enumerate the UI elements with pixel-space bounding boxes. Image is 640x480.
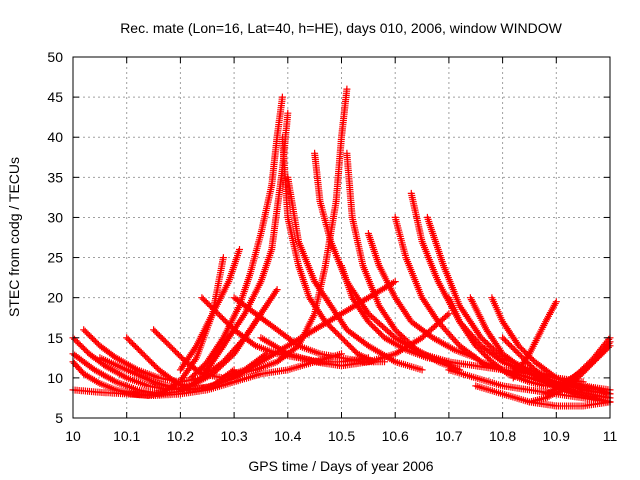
- y-tick-label: 10: [47, 370, 63, 386]
- series-34: [445, 366, 614, 406]
- y-tick-label: 40: [47, 129, 63, 145]
- x-tick-label: 10.2: [167, 428, 194, 444]
- x-tick-label: 10.1: [113, 428, 140, 444]
- y-tick-label: 25: [47, 250, 63, 266]
- y-tick-label: 30: [47, 209, 63, 225]
- series-24: [257, 310, 453, 370]
- y-tick-label: 15: [47, 330, 63, 346]
- series-markers: [445, 366, 614, 406]
- series-2: [176, 246, 243, 374]
- series-21: [150, 326, 270, 382]
- series-markers: [150, 326, 270, 382]
- y-axis-label: STEC from codg / TECUs: [6, 157, 22, 317]
- chart-title: Rec. mate (Lon=16, Lat=40, h=HE), days 0…: [120, 20, 562, 36]
- series-markers: [509, 298, 560, 382]
- x-tick-labels: 10 10.1 10.2 10.3 10.4 10.5 10.6 10.7 10.8 10.9 11: [65, 428, 617, 444]
- y-tick-labels: 5 10 15 20 25 30 35 40 45 50: [47, 49, 63, 426]
- x-tick-label: 10: [65, 428, 81, 444]
- series-markers: [552, 338, 614, 390]
- y-tick-label: 45: [47, 89, 63, 105]
- y-tick-label: 5: [55, 410, 63, 426]
- x-tick-label: 11: [603, 428, 618, 444]
- series-markers: [176, 246, 243, 374]
- y-tick-label: 35: [47, 169, 63, 185]
- series-25: [445, 294, 560, 390]
- points-layer: [69, 85, 614, 410]
- x-axis-label: GPS time / Days of year 2006: [248, 458, 433, 474]
- x-tick-label: 10.4: [274, 428, 301, 444]
- x-tick-label: 10.7: [435, 428, 462, 444]
- x-tick-label: 10.8: [489, 428, 516, 444]
- y-tick-label: 20: [47, 290, 63, 306]
- y-tick-label: 50: [47, 49, 63, 65]
- x-tick-label: 10.6: [382, 428, 409, 444]
- series-33: [552, 338, 614, 390]
- x-tick-label: 10.3: [220, 428, 247, 444]
- x-tick-label: 10.9: [543, 428, 570, 444]
- series-markers: [445, 294, 560, 390]
- series-markers: [257, 310, 453, 370]
- x-tick-label: 10.5: [328, 428, 355, 444]
- series-29: [509, 298, 560, 382]
- tick-layer: [72, 56, 611, 419]
